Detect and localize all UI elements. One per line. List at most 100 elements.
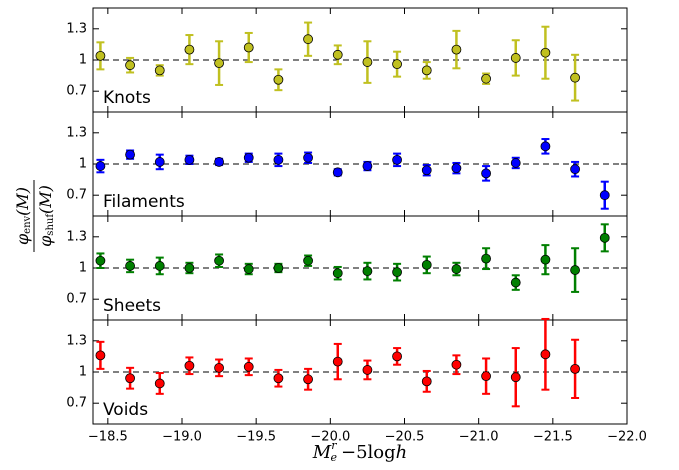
point <box>95 161 106 171</box>
point <box>273 373 284 384</box>
point <box>481 371 491 382</box>
point <box>481 253 491 264</box>
point <box>303 34 313 45</box>
point <box>154 65 165 76</box>
x-tick-label: −19.0 <box>162 430 202 445</box>
y-tick-label: 1 <box>79 261 87 276</box>
point <box>95 255 106 266</box>
x-tick-label: −22.0 <box>607 430 647 445</box>
point <box>510 277 521 288</box>
point <box>243 361 254 372</box>
point <box>303 374 313 385</box>
point <box>481 73 491 84</box>
point <box>599 190 610 201</box>
point <box>273 74 284 85</box>
point <box>540 141 551 152</box>
point <box>570 164 580 175</box>
point <box>95 350 106 361</box>
point <box>184 154 195 165</box>
y-label-numerator: φenv(M) <box>13 187 33 245</box>
x-tick-label: −21.0 <box>459 430 499 445</box>
panel-label: Sheets <box>103 296 161 316</box>
point <box>540 47 551 58</box>
panel-label: Knots <box>103 88 151 108</box>
y-tick-label: 1.3 <box>66 333 87 348</box>
point <box>243 42 254 53</box>
point <box>451 264 462 274</box>
point <box>184 263 195 273</box>
point <box>392 351 402 362</box>
point <box>154 378 165 389</box>
point <box>214 58 224 69</box>
point <box>392 267 402 278</box>
point <box>125 261 135 271</box>
point <box>303 152 313 163</box>
x-tick-label: −19.5 <box>236 430 276 445</box>
point <box>451 163 462 174</box>
panel-label: Voids <box>103 400 148 420</box>
point <box>362 57 373 67</box>
point <box>154 157 165 167</box>
point <box>421 65 432 76</box>
point <box>184 44 195 55</box>
point <box>184 360 195 371</box>
y-tick-label: 1 <box>79 53 87 68</box>
y-tick-label: 1 <box>79 365 87 380</box>
point <box>214 362 224 373</box>
y-label-denominator: φshuf(M) <box>36 185 56 247</box>
x-label: Mr e −5logh <box>312 439 407 464</box>
point <box>332 167 343 178</box>
point <box>154 261 165 271</box>
point <box>332 268 343 279</box>
point <box>362 365 373 375</box>
panel-label: Filaments <box>103 192 185 212</box>
point <box>214 157 224 167</box>
point <box>510 372 521 383</box>
y-tick-label: 1.3 <box>66 229 87 244</box>
point <box>214 255 224 266</box>
point <box>392 59 402 70</box>
point <box>421 165 432 176</box>
x-tick-label: −20.5 <box>385 430 425 445</box>
point <box>510 53 521 63</box>
point <box>273 263 284 273</box>
y-label: φenv(M) φshuf(M) <box>13 180 56 252</box>
point <box>125 60 135 71</box>
y-tick-label: 1 <box>79 157 87 172</box>
point <box>243 152 254 163</box>
point <box>303 255 313 266</box>
x-tick-label: −21.5 <box>533 430 573 445</box>
x-tick-label: −20.0 <box>310 430 350 445</box>
point <box>421 376 432 387</box>
y-tick-label: 1.3 <box>66 125 87 140</box>
y-tick-label: 0.7 <box>66 188 87 203</box>
y-tick-label: 0.7 <box>66 396 87 411</box>
y-tick-label: 1.3 <box>66 21 87 36</box>
point <box>125 149 135 160</box>
y-tick-label: 0.7 <box>66 292 87 307</box>
point <box>332 356 343 367</box>
point <box>332 49 343 60</box>
point <box>392 154 402 165</box>
point <box>570 363 580 374</box>
point <box>510 158 521 168</box>
y-tick-label: 0.7 <box>66 84 87 99</box>
point <box>273 154 284 165</box>
point <box>540 254 551 265</box>
point <box>451 359 462 370</box>
point <box>540 349 551 360</box>
point <box>125 373 135 384</box>
point <box>362 266 373 277</box>
point <box>570 265 580 275</box>
point <box>481 168 491 179</box>
point <box>599 232 610 243</box>
point <box>421 259 432 270</box>
point <box>362 161 373 171</box>
point <box>95 50 106 61</box>
point <box>243 264 254 274</box>
point <box>451 44 462 55</box>
x-tick-label: −18.5 <box>88 430 128 445</box>
point <box>570 72 580 83</box>
